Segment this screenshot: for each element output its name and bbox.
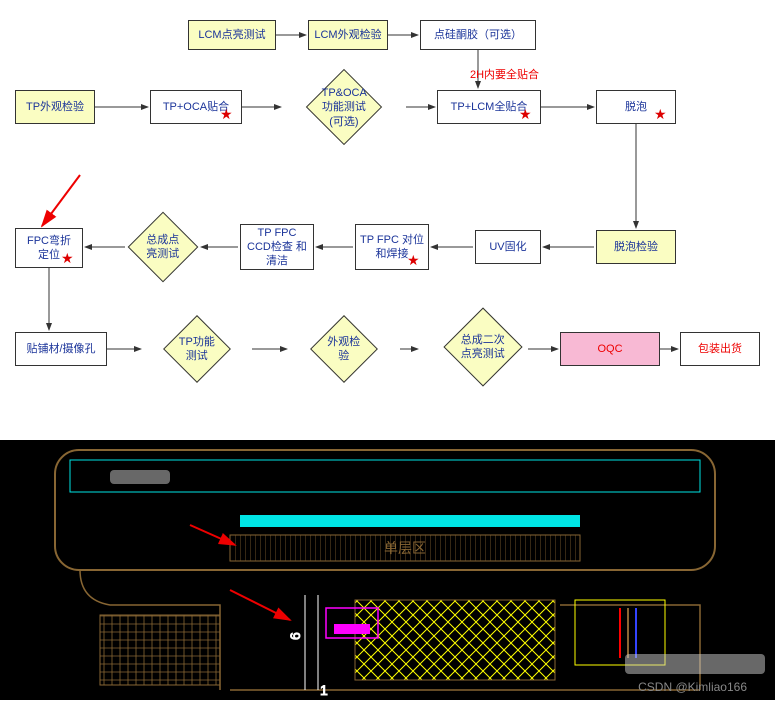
red-callout-arrow — [42, 175, 80, 226]
node-n3: 点硅酮胶（可选） — [420, 20, 536, 50]
node-n9: 脱泡检验 — [596, 230, 676, 264]
cad-red-arrow-1 — [190, 525, 235, 545]
flowchart-arrows — [0, 0, 775, 440]
node-n12: TP FPC CCD检查 和清洁 — [240, 224, 314, 270]
flowchart-panel: LCM点亮测试LCM外观检验点硅酮胶（可选）TP外观检验TP+OCA贴合★TP&… — [0, 0, 775, 440]
star-icon: ★ — [519, 106, 532, 123]
node-n4: TP外观检验 — [15, 90, 95, 124]
star-icon: ★ — [654, 106, 667, 123]
watermark-blur — [625, 654, 765, 674]
star-icon: ★ — [220, 106, 233, 123]
star-icon: ★ — [407, 252, 420, 269]
star-icon: ★ — [61, 250, 74, 267]
cad-left-hatch — [100, 615, 220, 685]
cad-panel: 单层区 6 1 CSDN @Kimliao166 — [0, 440, 775, 700]
annotation-2h: 2H内要全贴合 — [470, 66, 539, 82]
cad-dimension-6: 6 — [287, 632, 303, 640]
node-n2: LCM外观检验 — [308, 20, 388, 50]
credit-text: CSDN @Kimliao166 — [638, 680, 747, 694]
watermark-blur-2 — [110, 470, 170, 484]
cad-center-crosshatch — [355, 600, 555, 680]
cad-cyan-bar — [240, 515, 580, 527]
node-n15: 贴铺材/摄像孔 — [15, 332, 107, 366]
cad-dimension-1: 1 — [320, 682, 328, 698]
node-n19: OQC — [560, 332, 660, 366]
cad-red-arrow-2 — [230, 590, 290, 620]
cad-single-layer-label: 单层区 — [384, 540, 426, 556]
node-n20: 包装出货 — [680, 332, 760, 366]
node-n10: UV固化 — [475, 230, 541, 264]
node-n1: LCM点亮测试 — [188, 20, 276, 50]
